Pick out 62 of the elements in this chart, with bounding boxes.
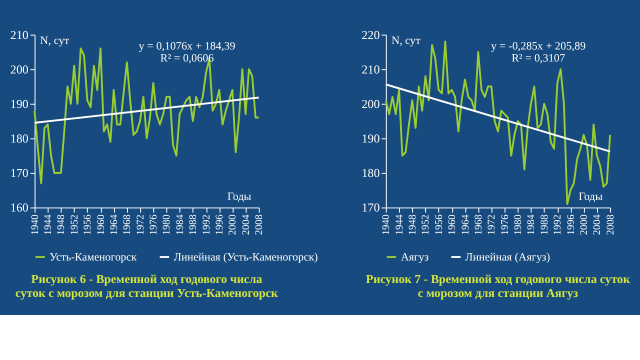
y-tick-label: 200 [10, 62, 28, 76]
legend-label: Линейная (Усть-Каменогорск) [174, 252, 318, 264]
y-tick-label: 200 [362, 96, 380, 111]
x-tick-label: 1960 [96, 214, 107, 236]
x-tick-label: 1996 [566, 214, 577, 236]
annotation: y = 0,1076x + 184,39 [138, 40, 236, 53]
y-tick-label: 160 [10, 200, 28, 215]
x-tick-label: 1992 [201, 214, 212, 236]
x-tick-label: 1988 [188, 214, 200, 236]
x-tick-label: 1952 [420, 214, 432, 236]
y-tick-label: 180 [362, 166, 380, 180]
y-tick-label: 220 [362, 28, 380, 42]
x-tick-label: 1968 [473, 214, 484, 236]
legend-label: Линейная (Аягуз) [465, 252, 550, 264]
y-tick-label: 180 [10, 132, 28, 146]
x-tick-label: 2008 [605, 214, 616, 236]
x-tick-label: 1956 [82, 214, 94, 236]
x-tick-label: 1980 [513, 214, 524, 236]
x-tick-label: 1964 [108, 214, 120, 236]
x-tick-label: 1944 [394, 214, 406, 236]
x-tick-label: 1948 [56, 214, 68, 236]
x-tick-label: 1976 [148, 214, 160, 236]
x-tick-label: 1940 [381, 214, 392, 236]
x-tick-label: 1964 [460, 214, 472, 236]
x-tick-label: 2000 [578, 214, 590, 236]
x-tick-label: 1996 [214, 214, 226, 236]
y-tick-label: 190 [10, 96, 28, 111]
y-axis-title: N, сут [391, 34, 421, 47]
y-tick-label: 190 [362, 132, 380, 146]
annotation: R² = 0,3107 [512, 52, 566, 65]
x-tick-label: 1940 [30, 214, 41, 236]
x-tick-label: 1984 [526, 214, 538, 236]
y-tick-label: 210 [362, 62, 380, 76]
x-tick-label: 2004 [240, 214, 252, 236]
y-tick-label: 170 [362, 200, 380, 215]
y-tick-label: 170 [10, 166, 28, 180]
x-tick-label: 1968 [122, 214, 134, 236]
x-axis-title: Годы [578, 191, 604, 204]
legend-label: Усть-Каменогорск [50, 252, 138, 264]
x-tick-label: 2008 [254, 214, 266, 236]
x-tick-label: 1948 [408, 214, 419, 236]
x-tick-label: 1944 [43, 214, 54, 236]
x-axis-title: Годы [227, 191, 252, 204]
x-tick-label: 1984 [174, 214, 186, 236]
x-tick-label: 1988 [539, 214, 550, 236]
x-tick-label: 1952 [69, 214, 80, 236]
x-tick-label: 1956 [434, 214, 445, 236]
x-tick-label: 2000 [228, 214, 239, 236]
y-tick-label: 210 [10, 28, 28, 42]
x-tick-label: 1972 [486, 214, 498, 236]
x-tick-label: 1972 [135, 214, 146, 236]
x-tick-label: 2004 [592, 214, 604, 236]
annotation: y = -0,285x + 205,89 [490, 40, 586, 53]
y-axis-title: N, сут [40, 34, 70, 47]
x-tick-label: 1960 [447, 214, 458, 236]
text: Рисунок 7 - Временной ход годового числа суток с морозом для станции Аягуз [366, 272, 630, 300]
x-tick-label: 1992 [552, 214, 564, 236]
text: Рисунок 6 - Временной ход годового числа суток с морозом для станции Усть-Каменогорск [15, 272, 278, 300]
legend-label: Аягуз [400, 252, 430, 264]
annotation: R² = 0,0606 [160, 52, 214, 65]
x-tick-label: 1976 [500, 214, 511, 236]
x-tick-label: 1980 [162, 214, 173, 236]
